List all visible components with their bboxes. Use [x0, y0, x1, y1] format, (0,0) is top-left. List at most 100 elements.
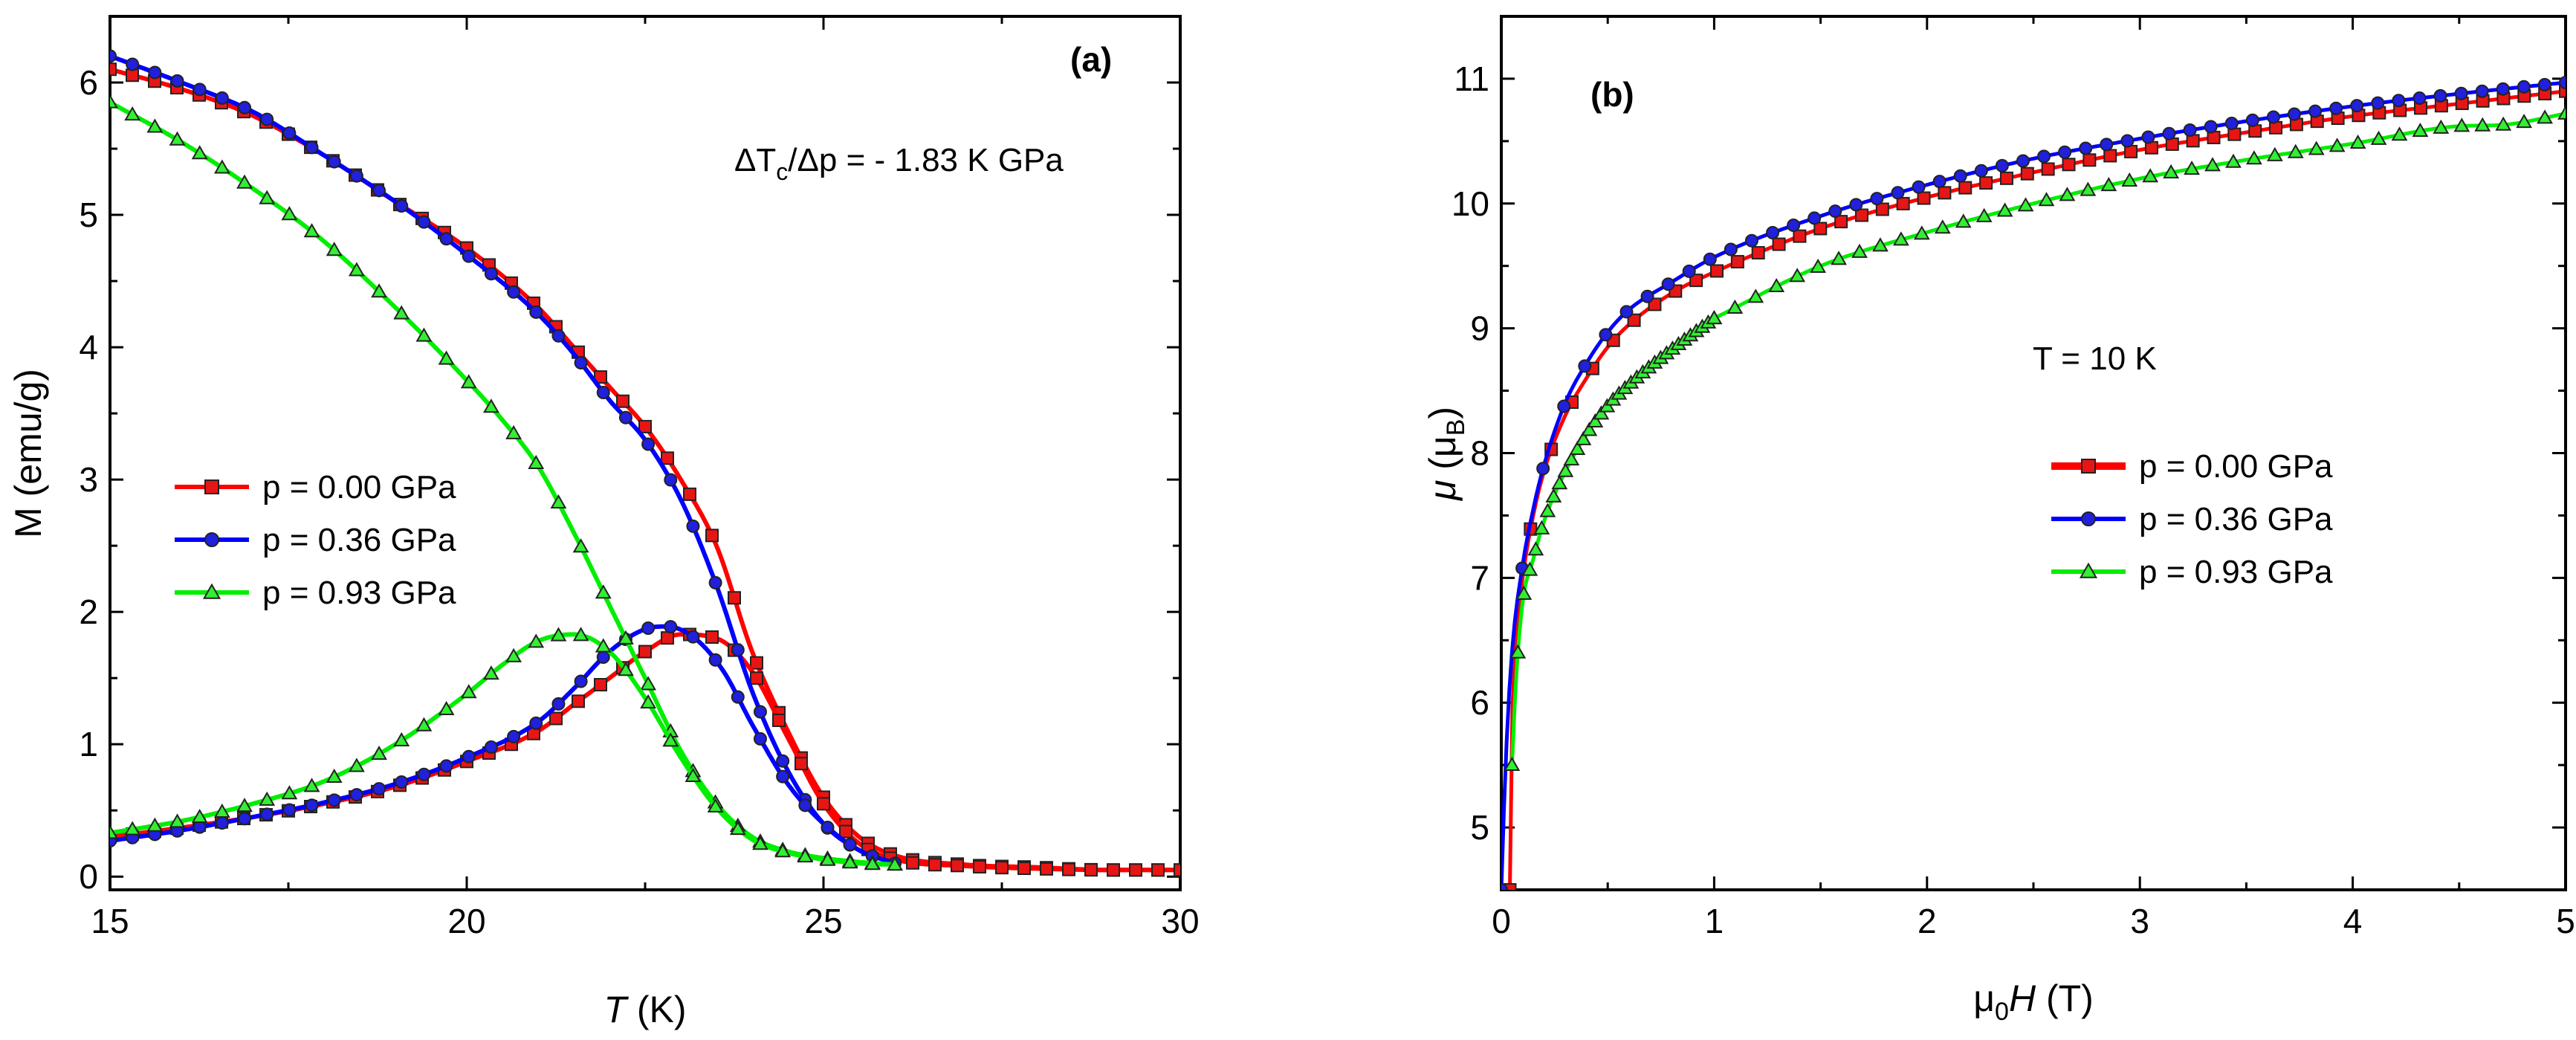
panel-b-data-point [2083, 153, 2097, 167]
panel-b-data-point [1958, 181, 1973, 195]
panel-b-data-point [2308, 141, 2325, 155]
panel-b-data-point [1789, 268, 1806, 282]
panel-a-data-point [662, 732, 679, 747]
panel-b-data-point [2245, 150, 2262, 165]
panel-a-legend-label: p = 0.00 GPa [262, 469, 456, 506]
panel-a-data-point [594, 678, 607, 692]
panel-a-data-point [393, 731, 410, 746]
panel-a-x-tick-label: 20 [447, 902, 485, 940]
panel-a-data-point [819, 851, 836, 866]
panel-b-data-point [2329, 101, 2343, 115]
panel-a-series-3-markers-1 [110, 94, 903, 871]
panel-b-data-point [1955, 213, 1972, 228]
panel-a-data-point [795, 757, 808, 771]
panel-b-data-point [2516, 113, 2533, 129]
panel-a-data-point [776, 754, 790, 768]
panel-b-data-point [2433, 119, 2450, 134]
panel-a-data-point [752, 836, 768, 850]
panel-a-data-point [839, 824, 852, 839]
panel-a-series-3-markers-2 [110, 627, 903, 871]
panel-a-data-point [484, 740, 498, 754]
panel-a-data-point [572, 538, 589, 553]
panel-a-data-point [664, 620, 678, 634]
panel-b-legend-marker [2081, 459, 2096, 474]
panel-b-data-point [1527, 541, 1544, 556]
panel-a-data-point [797, 848, 814, 863]
panel-a-data-point [798, 798, 812, 813]
panel-a-data-point [371, 283, 387, 298]
panel-a-plot-area [110, 49, 1180, 877]
panel-a-data-point [750, 656, 763, 670]
panel-a-data-point [215, 816, 229, 830]
panel-a-y-tick-label: 4 [79, 328, 98, 366]
panel-a-data-point [708, 575, 722, 590]
panel-b-data-point [1703, 252, 1717, 266]
panel-b-y-tick-label: 11 [1454, 59, 1489, 98]
panel-b-data-point [1533, 520, 1550, 534]
panel-a-data-point [191, 808, 208, 824]
panel-b-data-point [2349, 134, 2366, 149]
panel-b-series-3-line-1 [1509, 317, 1716, 766]
panel-a-data-point [327, 793, 341, 807]
panel-b-frame [1500, 15, 2567, 891]
panel-a-data-point [371, 745, 387, 760]
panel-b-label: (b) [1590, 75, 1634, 114]
panel-b-data-point [2287, 143, 2304, 158]
panel-a-ticks: 15 20 25 30 0 1 2 3 4 5 6 [79, 15, 1200, 940]
panel-a-y-tick-label: 5 [79, 196, 98, 234]
panel-a-data-point [774, 843, 792, 858]
panel-b-data-point [2391, 126, 2408, 141]
panel-b-data-point [2062, 158, 2076, 172]
panel-a-data-point [686, 630, 700, 644]
panel-b-annotation: T = 10 K [2033, 340, 2157, 377]
panel-b-data-point [2120, 134, 2135, 148]
panel-b-y-tick-label: 7 [1470, 558, 1489, 597]
panel-b-data-point [2559, 84, 2566, 98]
panel-b-data-point [2058, 145, 2072, 159]
panel-a-data-point [439, 232, 453, 246]
panel-a-data-point [951, 859, 964, 873]
panel-a-data-point [417, 215, 431, 229]
panel-a-data-point [326, 768, 343, 783]
panel-a-data-point [438, 700, 455, 716]
panel-b-data-point [1709, 264, 1724, 278]
panel-b-data-point [2453, 117, 2470, 132]
panel-a-data-point [303, 223, 320, 238]
panel-a-data-point [349, 788, 363, 802]
panel-a-data-point [110, 49, 117, 63]
panel-b-data-point [1682, 264, 1696, 278]
panel-a-data-point [683, 487, 696, 501]
panel-b-data-point [2080, 181, 2097, 196]
panel-b-data-point [1640, 289, 1654, 303]
panel-b-series-1-line-1 [1508, 89, 2566, 890]
panel-a-x-tick-label: 15 [91, 902, 129, 940]
panel-b-x-tick-label: 2 [1918, 902, 1937, 940]
panel-a-data-point [551, 697, 566, 711]
panel-b-data-point [1587, 413, 1604, 427]
panel-b-data-point [1661, 277, 1675, 291]
panel-a-data-point [618, 410, 632, 424]
panel-a-data-point [616, 394, 630, 408]
panel-a-legend-marker [202, 583, 221, 599]
panel-a-data-point [705, 529, 719, 543]
panel-a-data-point [281, 206, 298, 221]
panel-b-data-point [1932, 175, 1946, 189]
panel-a-data-point [1040, 862, 1053, 876]
panel-a-annotation: ΔTc/Δp = - 1.83 K GPa [734, 142, 1064, 185]
panel-a-data-point [505, 424, 522, 439]
panel-b-data-point [2475, 84, 2489, 98]
panel-b-data-point [1593, 405, 1610, 420]
panel-b-data-point [2103, 149, 2117, 163]
panel-a-data-point [529, 716, 543, 730]
panel-b-data-point [2184, 160, 2200, 175]
panel-b-data-point [2412, 91, 2427, 106]
panel-b-data-point [2207, 130, 2221, 144]
panel-b-data-point [2474, 117, 2491, 132]
panel-b-y-tick-label: 10 [1452, 184, 1489, 223]
panel-b-data-point [1569, 440, 1586, 455]
panel-b-data-point [1515, 585, 1533, 600]
panel-b-series-1-markers-1 [1503, 84, 2566, 890]
panel-b-data-point [1953, 169, 1967, 183]
panel-a-data-point [594, 370, 607, 384]
panel-b-data-point [2017, 197, 2034, 212]
